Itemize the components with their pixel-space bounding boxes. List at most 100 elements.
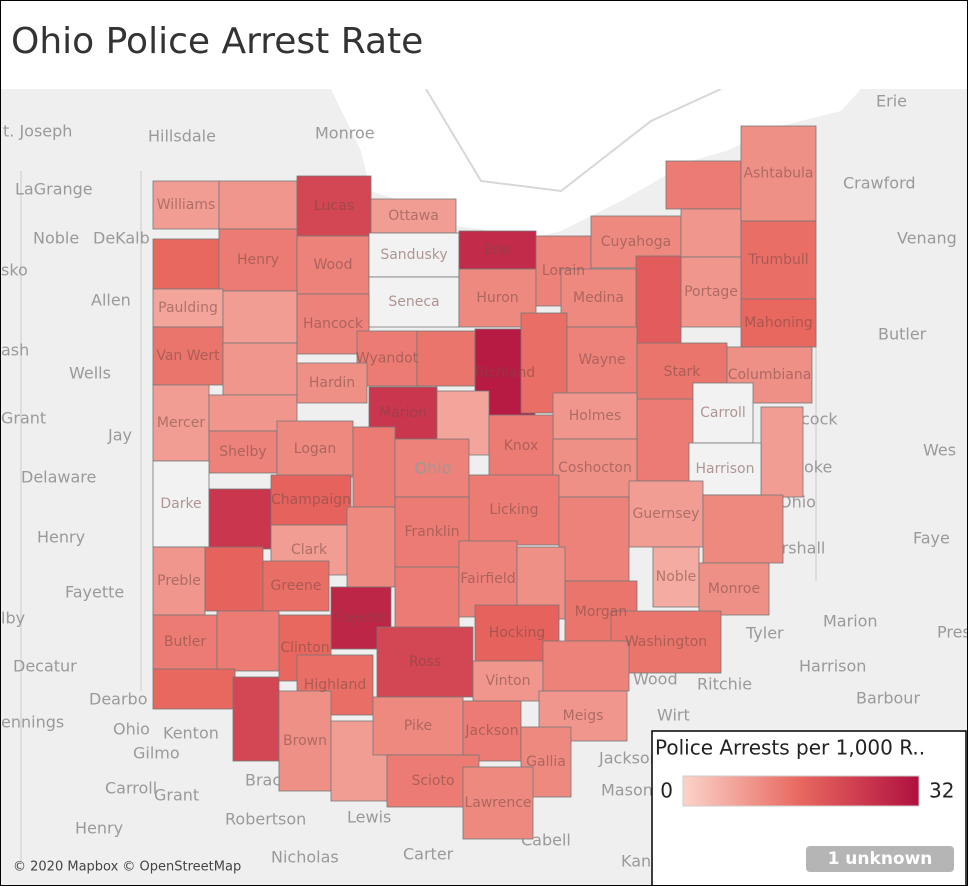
county — [740, 125, 817, 222]
county-label: Champaign — [271, 492, 351, 508]
basemap-label: Carroll — [105, 779, 157, 798]
county — [222, 342, 298, 396]
basemap-label: Noble — [33, 229, 79, 248]
basemap-label: Wood — [633, 670, 678, 689]
county-label: Wood — [313, 257, 352, 273]
county — [152, 288, 224, 328]
basemap-label: lby — [1, 609, 25, 628]
county — [278, 690, 332, 792]
county-label: Brown — [283, 733, 327, 749]
county — [368, 276, 460, 328]
county-label: Stark — [664, 364, 702, 380]
county-label: Pike — [404, 718, 432, 734]
attribution: © 2020 Mapbox © OpenStreetMap — [13, 860, 241, 875]
basemap-label: Faye — [913, 529, 950, 548]
county — [552, 438, 638, 498]
county-label: Gallia — [526, 754, 566, 770]
basemap-label: Butler — [878, 325, 927, 344]
basemap-label: Wells — [69, 364, 111, 383]
county — [566, 326, 638, 394]
county-label: Henry — [237, 252, 279, 268]
unknown-label[interactable]: 1 unknown — [828, 849, 933, 869]
county — [692, 382, 754, 444]
legend-gradient — [682, 775, 920, 807]
county-label: Richland — [475, 365, 535, 381]
county — [208, 430, 278, 474]
county — [152, 460, 210, 548]
basemap-label: ennings — [1, 713, 64, 732]
county-label: Meigs — [563, 708, 604, 724]
legend-min: 0 — [660, 779, 673, 803]
county-label: Butler — [164, 634, 206, 650]
county — [680, 256, 742, 328]
county-label: Noble — [656, 569, 696, 585]
legend: Police Arrests per 1,000 R.. 0 32 1 unkn… — [651, 730, 967, 885]
basemap-label: Grant — [1, 409, 46, 428]
basemap-label: Venang — [897, 229, 957, 248]
basemap-label: Presto — [937, 623, 967, 642]
county-label: Huron — [476, 290, 518, 306]
title-bar — [1, 1, 967, 89]
basemap-label: Mason — [601, 781, 653, 800]
county-label: Seneca — [388, 294, 439, 310]
county-label: Clinton — [280, 640, 329, 656]
county — [218, 180, 298, 230]
basemap-label: Wes — [923, 441, 956, 460]
county — [232, 676, 280, 762]
county-label: Licking — [489, 502, 538, 518]
basemap-label: Ritchie — [697, 675, 752, 694]
county — [462, 766, 534, 840]
county — [458, 230, 537, 270]
county-label: Holmes — [569, 408, 622, 424]
basemap-label: Grant — [154, 786, 199, 805]
county-label: Shelby — [219, 444, 266, 460]
basemap-label: Wirt — [657, 706, 690, 725]
basemap-label: Erie — [876, 92, 907, 111]
basemap-label: Dearbo — [89, 690, 148, 709]
basemap-label: Delaware — [21, 468, 96, 487]
title: Ohio Police Arrest Rate — [11, 21, 423, 62]
county — [376, 626, 474, 698]
county-label: Clark — [291, 542, 328, 558]
county — [368, 232, 460, 278]
county — [152, 614, 218, 670]
county-label: Van Wert — [156, 348, 220, 364]
county — [296, 362, 368, 404]
basemap-label: Henry — [37, 528, 85, 547]
basemap-label: Nicholas — [271, 848, 339, 867]
county-label: Columbiana — [728, 367, 812, 383]
county — [208, 488, 272, 550]
county-label: Lawrence — [464, 795, 531, 811]
county — [222, 290, 298, 344]
basemap-label: Harrison — [799, 657, 866, 676]
basemap-label: Cabell — [521, 831, 571, 850]
legend-title: Police Arrests per 1,000 R.. — [655, 736, 925, 760]
county — [558, 496, 630, 582]
county-label: Preble — [157, 573, 201, 589]
unknown-badge[interactable] — [806, 846, 954, 872]
county-label: Ross — [409, 654, 441, 670]
county-label: Fayette — [335, 610, 387, 626]
county-label: Mahoning — [744, 315, 813, 331]
county-label: Scioto — [411, 773, 454, 789]
county-label: Marion — [379, 405, 427, 421]
county-label: Morgan — [575, 604, 628, 620]
basemap-label: t. Joseph — [3, 122, 72, 141]
basemap-label: Henry — [75, 819, 123, 838]
county-label: Guernsey — [633, 506, 700, 522]
basemap-label: Crawford — [843, 174, 916, 193]
county — [462, 700, 522, 762]
county-label: Lucas — [314, 198, 354, 214]
basemap-label: Kenton — [163, 724, 219, 743]
county-label: Carroll — [700, 405, 746, 421]
county — [152, 238, 220, 290]
border-line — [425, 88, 722, 193]
county — [352, 426, 396, 508]
county-label: Vinton — [486, 673, 531, 689]
basemap-label: Allen — [91, 291, 131, 310]
basemap-label: LaGrange — [15, 180, 93, 199]
state-label: Ohio — [415, 459, 452, 478]
basemap-label: ash — [1, 341, 29, 360]
county — [218, 228, 298, 292]
